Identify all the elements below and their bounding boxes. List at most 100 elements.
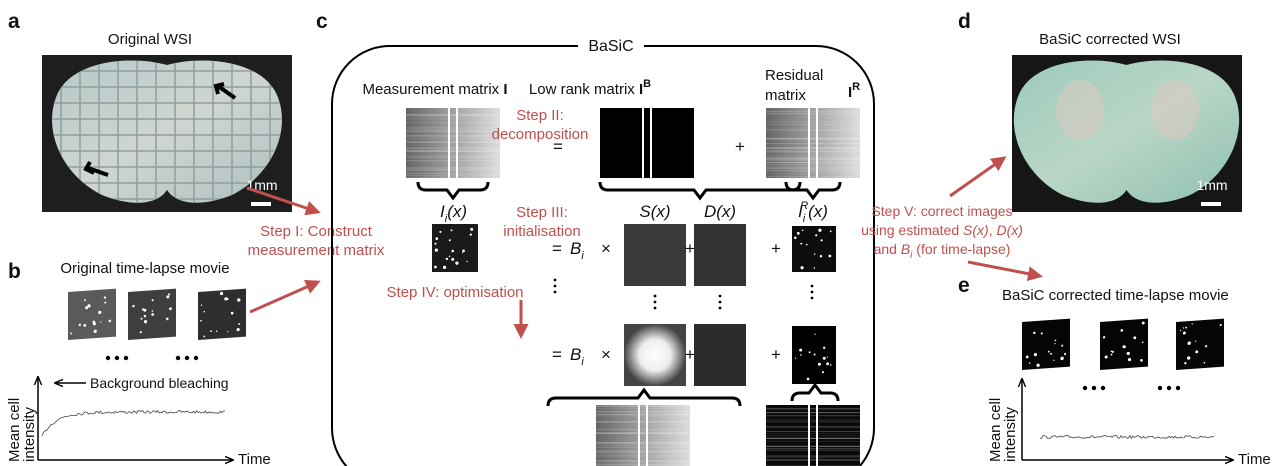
ellipsis-dot [1167,386,1171,390]
tile-background [198,289,246,340]
matrix-label: Residual [765,67,823,84]
cell [435,249,438,252]
cell [821,239,823,241]
tile-background [68,289,116,340]
image-tile [68,289,116,340]
label-subscript: i [581,356,584,368]
ellipsis-dot [185,356,189,360]
scale-bar [251,202,271,206]
ellipsis-dot [1101,386,1105,390]
ellipsis-dot [654,301,657,304]
ellipsis-dot [1158,386,1162,390]
step-text: using estimated [861,222,963,238]
operator: + [735,137,745,156]
brace [600,182,800,198]
ellipsis-dot [719,301,722,304]
movie-frames [68,289,246,361]
cell [800,243,802,245]
cell [802,230,804,232]
step-label: and Bi (for time-lapse) [874,241,1011,261]
cell [451,229,453,231]
step-label: using estimated S(x), D(x) [861,222,1023,238]
ellipsis-dot [1176,386,1180,390]
step-text: (for time-lapse) [912,241,1010,257]
cell [466,261,467,262]
cell [818,363,821,366]
tile-background [694,224,746,286]
label-rest: (x) [447,202,467,221]
image-tile [128,289,176,340]
tile-background [432,224,478,272]
ellipsis-dot [811,297,814,300]
label-superscript: R [800,200,808,212]
cell [818,229,821,232]
cell [799,349,802,352]
image-tile [1022,319,1070,370]
image-tile [1176,319,1224,370]
ellipsis-dot [554,291,557,294]
cell [809,351,811,353]
label-rest: (x) [808,202,828,221]
darkfield-label: D(x) [704,202,736,221]
matrix [406,106,500,180]
panel-title: BaSiC corrected time-lapse movie [1002,287,1229,304]
cell [826,362,829,365]
label-superscript: B [643,78,651,90]
cell [814,267,816,269]
cell [470,234,472,236]
panel-label: b [8,260,21,283]
image-tile [432,224,478,272]
ellipsis-dot [719,295,722,298]
operator: = [552,345,562,364]
baseline-label: Bi [570,239,584,262]
ellipsis-dot [654,295,657,298]
ellipsis-dot [654,307,657,310]
cell [823,357,826,360]
cell [815,334,816,335]
baseline-label: Bi [570,345,584,368]
tile-background [694,324,746,386]
cell [434,243,436,245]
x-axis-label: Time [238,451,271,466]
cell [451,250,454,253]
cell [820,255,822,257]
operator: × [601,345,611,364]
cell [823,347,825,349]
operator: + [685,345,695,364]
cell [462,250,465,253]
tile-background [1022,319,1070,370]
flatfield-estimate [624,324,686,386]
scale-bar-label: 1mm [1196,177,1227,193]
step-text: S(x) [963,222,989,238]
cell [797,232,800,235]
cell [830,230,832,232]
panel-title: Original WSI [108,31,192,48]
tile-background [1100,319,1148,370]
operator: + [771,345,781,364]
ellipsis-dot [554,285,557,288]
panel-title: Original time-lapse movie [60,260,229,277]
ellipsis-dot [811,285,814,288]
image-label: Ii(x) [440,202,467,225]
cell [443,266,446,269]
intensity-trace [42,411,225,436]
matrix-label: Measurement matrix I [362,81,507,98]
step-label: Step V: correct images [871,203,1012,219]
label-text: Low rank matrix [529,81,639,98]
label-symbol: I [503,81,507,98]
tile-background [624,224,686,286]
cell [814,253,815,254]
cell [807,378,810,381]
matrix-body [600,108,694,178]
step-text: B [901,241,910,257]
operator: = [552,239,562,258]
cell [449,239,451,241]
x-axis-label: Time [1238,451,1271,466]
tissue-region [1056,80,1104,140]
cell [800,354,802,356]
matrix-label: matrix [765,87,806,104]
intensity-trace [1040,436,1214,439]
matrix [766,106,860,180]
cell [434,266,437,269]
cell [806,244,808,246]
